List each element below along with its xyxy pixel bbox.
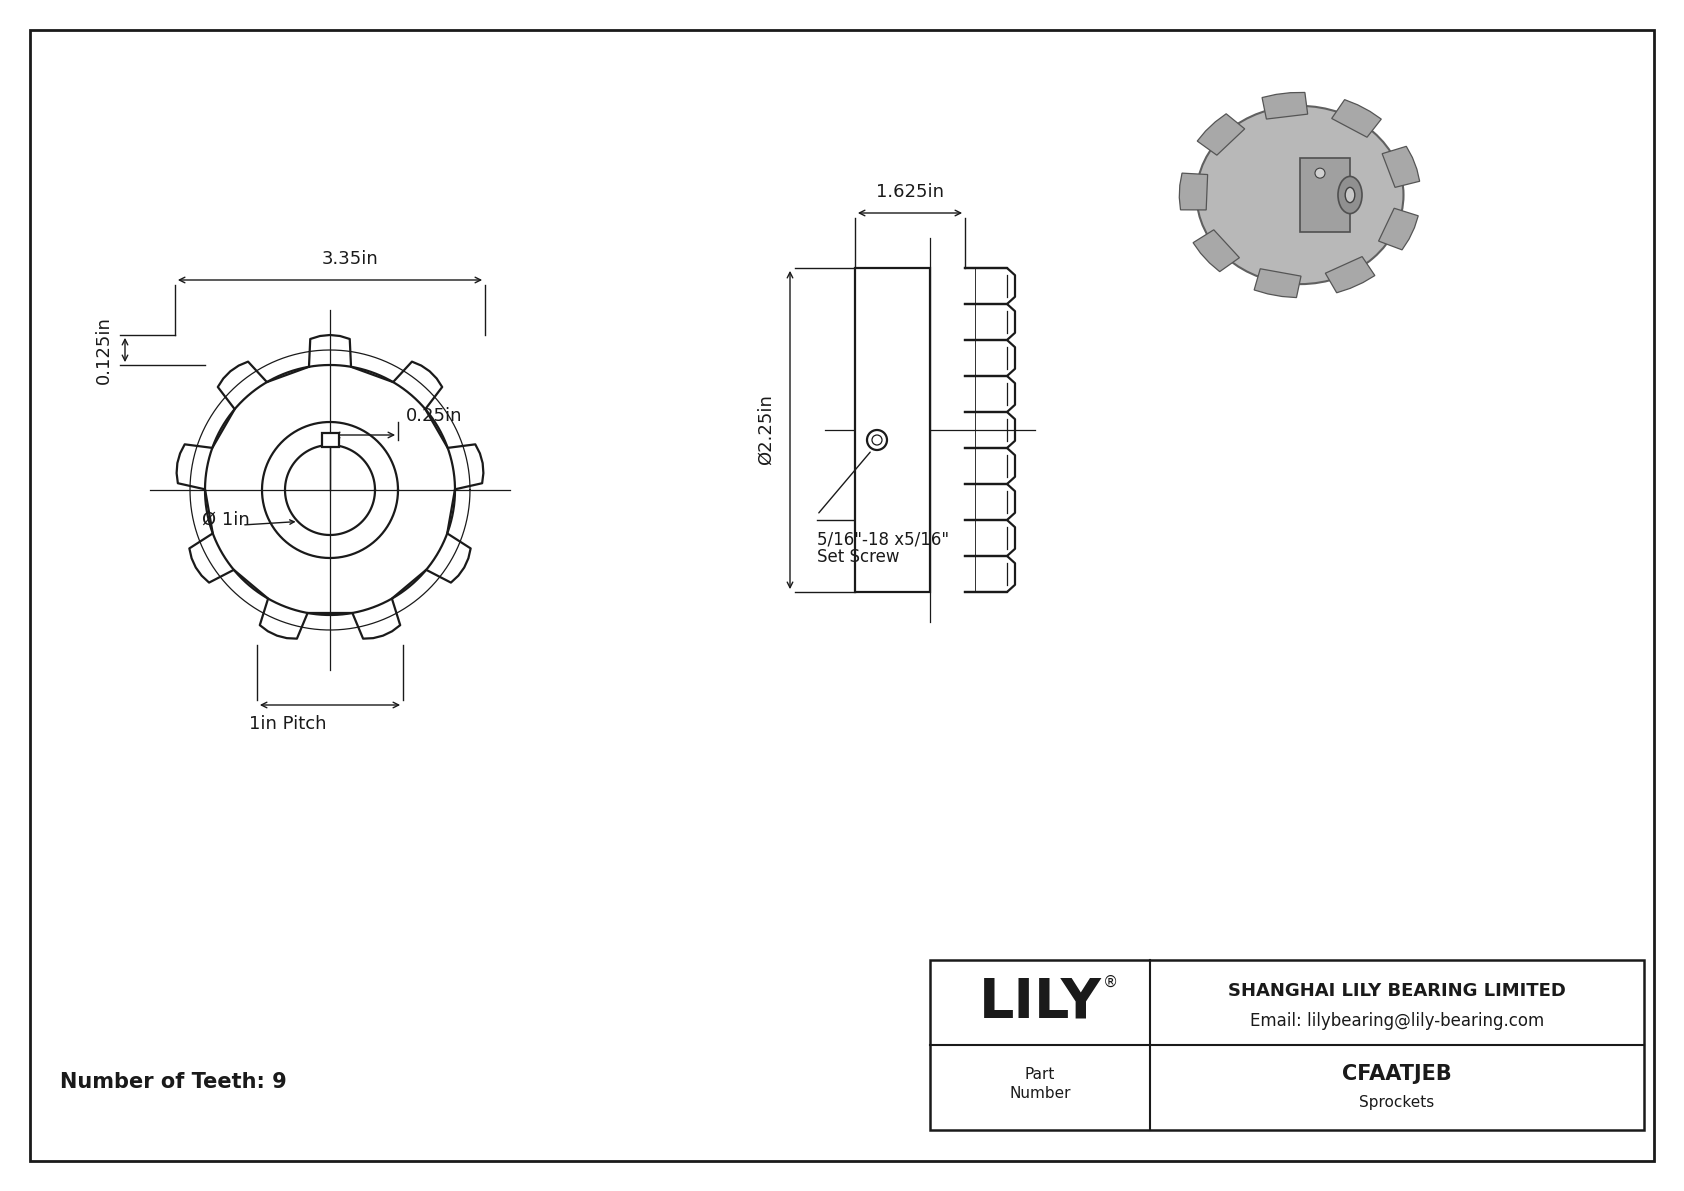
Bar (1300, 158, 1351, 232)
Text: 0.125in: 0.125in (94, 316, 113, 384)
Polygon shape (1261, 93, 1308, 119)
Text: 3.35in: 3.35in (322, 250, 379, 268)
Polygon shape (1192, 230, 1239, 272)
Circle shape (1315, 168, 1325, 179)
Bar (930, 960, 1644, 1130)
Circle shape (867, 430, 887, 450)
Text: LILY: LILY (978, 975, 1101, 1029)
Text: 0.25in: 0.25in (406, 407, 463, 425)
Polygon shape (1325, 256, 1374, 293)
Ellipse shape (1346, 187, 1356, 202)
Text: Email: lilybearing@lily-bearing.com: Email: lilybearing@lily-bearing.com (1250, 1012, 1544, 1030)
Text: ®: ® (1103, 975, 1118, 990)
Bar (855, 268, 930, 592)
Text: Set Screw: Set Screw (817, 548, 899, 566)
Text: Ø 1in: Ø 1in (202, 511, 249, 529)
Polygon shape (1179, 173, 1207, 210)
Ellipse shape (1197, 106, 1403, 285)
Text: Number of Teeth: 9: Number of Teeth: 9 (61, 1072, 286, 1092)
Text: SHANGHAI LILY BEARING LIMITED: SHANGHAI LILY BEARING LIMITED (1228, 981, 1566, 999)
Polygon shape (1383, 146, 1420, 187)
Text: 1.625in: 1.625in (876, 183, 945, 201)
Text: CFAATJEB: CFAATJEB (1342, 1064, 1452, 1084)
Bar (322, 434, 338, 447)
Polygon shape (1379, 208, 1418, 250)
Text: Part
Number: Part Number (1009, 1067, 1071, 1102)
Text: Sprockets: Sprockets (1359, 1096, 1435, 1110)
Polygon shape (1197, 114, 1244, 155)
Text: 5/16"-18 x5/16": 5/16"-18 x5/16" (817, 530, 950, 548)
Polygon shape (1255, 269, 1302, 298)
Ellipse shape (1339, 176, 1362, 213)
Text: 1in Pitch: 1in Pitch (249, 715, 327, 732)
Text: Ø2.25in: Ø2.25in (758, 394, 775, 466)
Polygon shape (1332, 100, 1381, 137)
Circle shape (872, 435, 882, 445)
